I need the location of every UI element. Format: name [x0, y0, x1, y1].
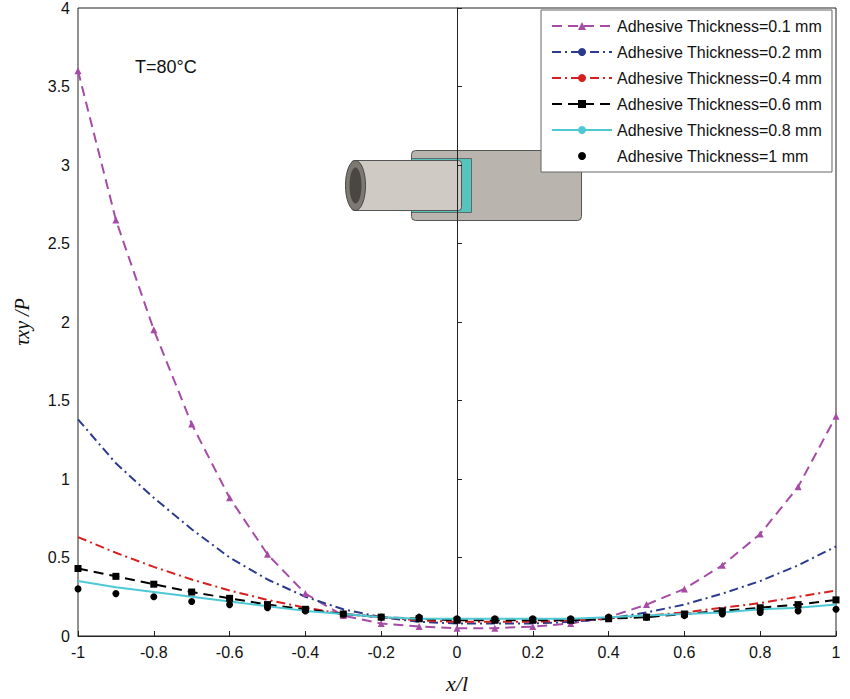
svg-text:-1: -1	[71, 644, 85, 661]
svg-text:-0.4: -0.4	[292, 644, 320, 661]
svg-text:-0.8: -0.8	[140, 644, 168, 661]
svg-text:Adhesive Thickness=1 mm: Adhesive Thickness=1 mm	[617, 148, 808, 165]
svg-text:0: 0	[61, 628, 70, 645]
svg-text:0.2: 0.2	[522, 644, 544, 661]
svg-text:3.5: 3.5	[48, 78, 70, 95]
svg-text:τxy /P: τxy /P	[11, 298, 34, 346]
svg-text:Adhesive Thickness=0.4 mm: Adhesive Thickness=0.4 mm	[617, 70, 822, 87]
svg-text:Adhesive Thickness=0.6 mm: Adhesive Thickness=0.6 mm	[617, 96, 822, 113]
svg-text:2: 2	[61, 314, 70, 331]
svg-text:x/l: x/l	[445, 671, 468, 696]
svg-text:1: 1	[832, 644, 841, 661]
svg-text:Adhesive Thickness=0.2 mm: Adhesive Thickness=0.2 mm	[617, 44, 822, 61]
svg-text:2.5: 2.5	[48, 235, 70, 252]
svg-text:T=80°C: T=80°C	[135, 57, 197, 77]
svg-text:1.5: 1.5	[48, 392, 70, 409]
svg-text:0.5: 0.5	[48, 549, 70, 566]
svg-text:0.6: 0.6	[673, 644, 695, 661]
svg-text:Adhesive Thickness=0.8 mm: Adhesive Thickness=0.8 mm	[617, 122, 822, 139]
svg-text:3: 3	[61, 157, 70, 174]
svg-text:-0.6: -0.6	[216, 644, 244, 661]
svg-text:0.4: 0.4	[597, 644, 619, 661]
svg-text:0.8: 0.8	[749, 644, 771, 661]
svg-text:4: 4	[61, 0, 70, 17]
svg-text:1: 1	[61, 471, 70, 488]
svg-text:0: 0	[453, 644, 462, 661]
svg-text:-0.2: -0.2	[367, 644, 395, 661]
svg-text:Adhesive Thickness=0.1 mm: Adhesive Thickness=0.1 mm	[617, 18, 822, 35]
